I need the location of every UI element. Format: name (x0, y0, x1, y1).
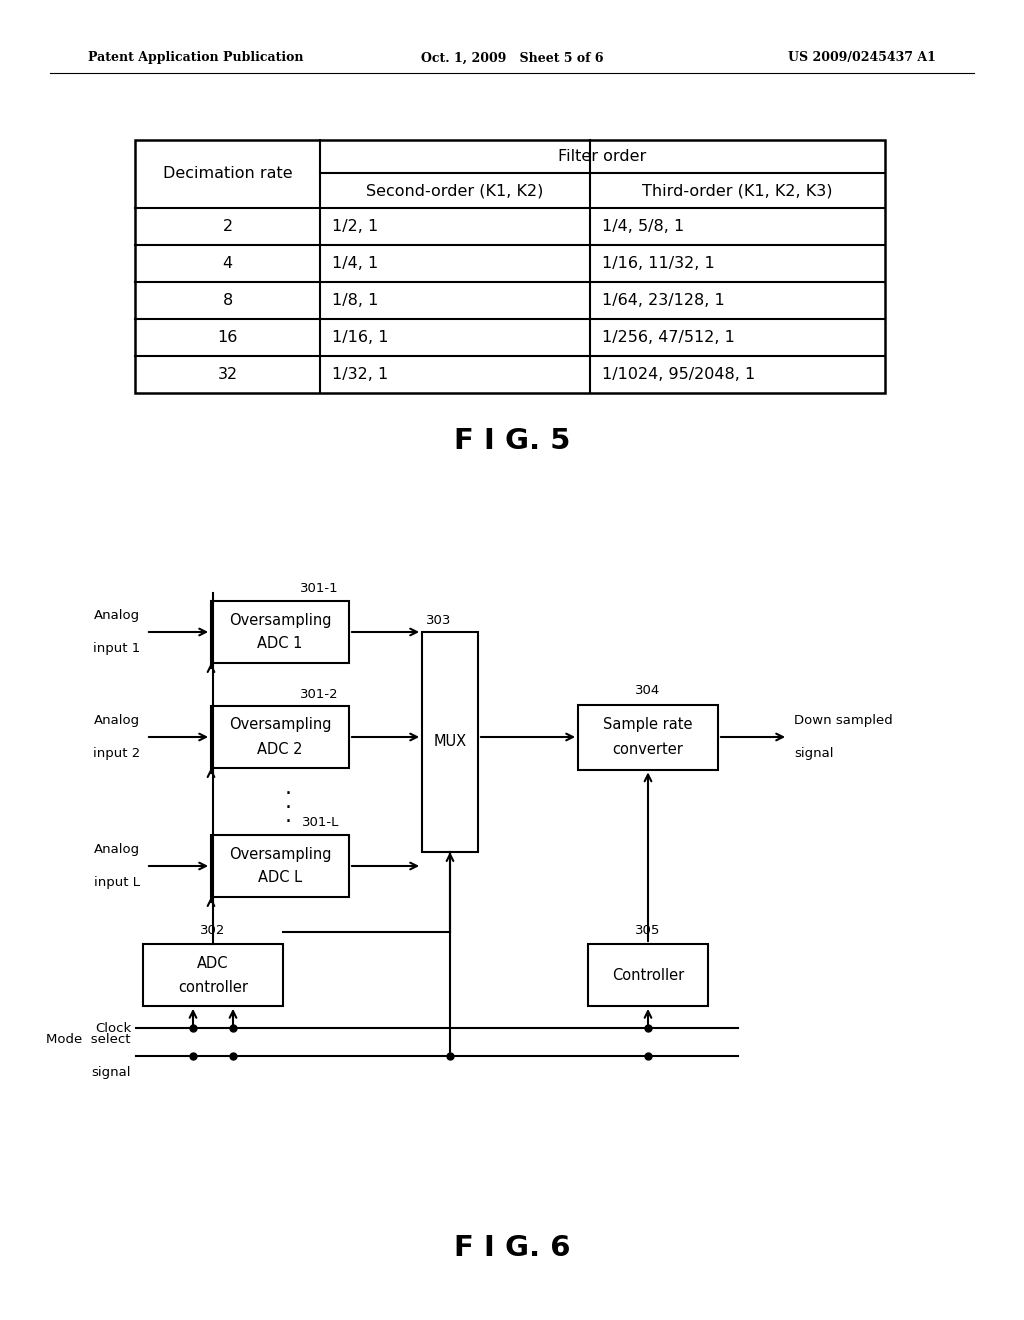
Text: ADC L: ADC L (258, 870, 302, 886)
Text: .: . (285, 805, 292, 825)
Text: Oversampling: Oversampling (228, 718, 331, 733)
Text: 1/1024, 95/2048, 1: 1/1024, 95/2048, 1 (602, 367, 756, 381)
Text: Analog: Analog (94, 843, 140, 855)
Text: 1/2, 1: 1/2, 1 (332, 219, 378, 234)
Text: input 2: input 2 (93, 747, 140, 760)
Bar (578, 705, 718, 770)
Text: 303: 303 (426, 614, 452, 627)
Text: controller: controller (178, 979, 248, 994)
Text: Second-order (K1, K2): Second-order (K1, K2) (367, 183, 544, 198)
Text: 1/16, 11/32, 1: 1/16, 11/32, 1 (602, 256, 715, 271)
Text: 301-2: 301-2 (300, 688, 339, 701)
Text: Controller: Controller (612, 968, 684, 982)
Bar (422, 632, 478, 851)
Text: Mode  select: Mode select (46, 1034, 131, 1045)
Text: 1/256, 47/512, 1: 1/256, 47/512, 1 (602, 330, 735, 345)
Text: Decimation rate: Decimation rate (163, 166, 292, 181)
Text: 301-1: 301-1 (300, 582, 339, 595)
Bar (588, 944, 708, 1006)
Text: input 1: input 1 (93, 642, 140, 655)
Text: Filter order: Filter order (558, 149, 646, 164)
Text: 301-L: 301-L (302, 817, 339, 829)
Bar (143, 944, 283, 1006)
Text: signal: signal (91, 1067, 131, 1078)
Text: F I G. 5: F I G. 5 (454, 426, 570, 455)
Bar (211, 836, 349, 898)
Text: Patent Application Publication: Patent Application Publication (88, 51, 303, 65)
Text: Oct. 1, 2009   Sheet 5 of 6: Oct. 1, 2009 Sheet 5 of 6 (421, 51, 603, 65)
Text: Clock: Clock (95, 1022, 131, 1035)
Text: 2: 2 (222, 219, 232, 234)
Text: converter: converter (612, 742, 683, 756)
Text: 1/16, 1: 1/16, 1 (332, 330, 388, 345)
Text: input L: input L (94, 876, 140, 888)
Text: ADC: ADC (198, 956, 228, 970)
Text: MUX: MUX (433, 734, 467, 750)
Text: 1/4, 1: 1/4, 1 (332, 256, 378, 271)
Text: 1/32, 1: 1/32, 1 (332, 367, 388, 381)
Text: 305: 305 (635, 924, 660, 936)
Text: Oversampling: Oversampling (228, 612, 331, 627)
Text: .: . (285, 792, 292, 812)
Text: Analog: Analog (94, 714, 140, 727)
Text: Sample rate: Sample rate (603, 718, 693, 733)
Text: 1/4, 5/8, 1: 1/4, 5/8, 1 (602, 219, 684, 234)
Text: F I G. 6: F I G. 6 (454, 1234, 570, 1262)
Text: .: . (285, 777, 292, 797)
Text: 32: 32 (217, 367, 238, 381)
Text: Analog: Analog (94, 609, 140, 622)
Text: Down sampled: Down sampled (794, 714, 893, 727)
Text: US 2009/0245437 A1: US 2009/0245437 A1 (788, 51, 936, 65)
Text: 8: 8 (222, 293, 232, 308)
Text: 1/64, 23/128, 1: 1/64, 23/128, 1 (602, 293, 725, 308)
Text: 302: 302 (201, 924, 225, 936)
Text: 1/8, 1: 1/8, 1 (332, 293, 379, 308)
Text: Third-order (K1, K2, K3): Third-order (K1, K2, K3) (642, 183, 833, 198)
Bar (211, 706, 349, 768)
Bar (211, 601, 349, 663)
Text: Oversampling: Oversampling (228, 846, 331, 862)
Text: 4: 4 (222, 256, 232, 271)
Text: 304: 304 (635, 684, 660, 697)
Bar (135, 140, 885, 393)
Text: ADC 2: ADC 2 (257, 742, 303, 756)
Text: signal: signal (794, 747, 834, 760)
Text: 16: 16 (217, 330, 238, 345)
Text: ADC 1: ADC 1 (257, 636, 303, 652)
